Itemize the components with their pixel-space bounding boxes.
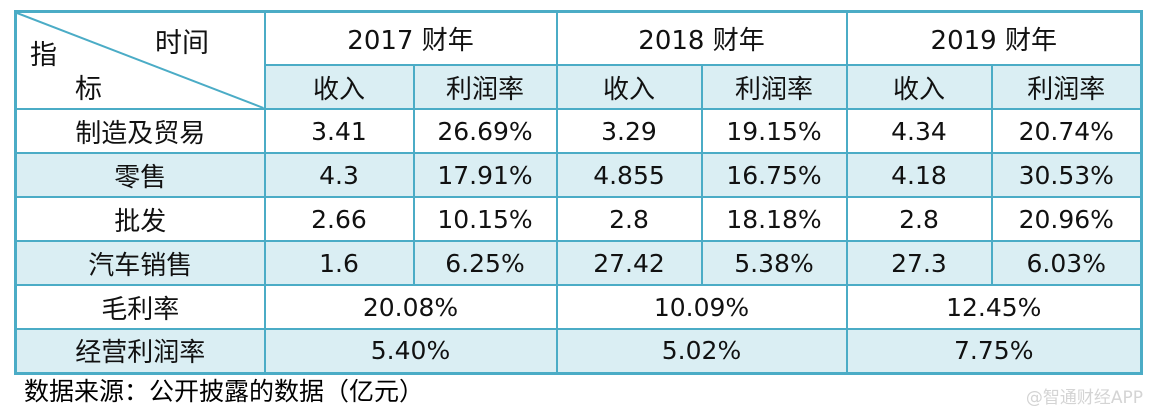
row-label: 批发 (14, 196, 266, 242)
summary-value: 10.09% (555, 284, 848, 330)
cell-value: 2.66 (263, 196, 415, 242)
sub-header-margin-2018: 利润率 (700, 64, 848, 110)
table-row-manufacturing-trade: 制造及贸易 3.41 26.69% 3.29 19.15% 4.34 20.74… (14, 108, 1143, 154)
year-header-2018: 2018 财年 (555, 10, 848, 66)
cell-value: 18.18% (700, 196, 848, 242)
summary-value: 12.45% (845, 284, 1143, 330)
watermark: @智通财经APP (1025, 388, 1143, 408)
cell-value: 2.8 (555, 196, 703, 242)
year-header-2017: 2017 财年 (263, 10, 558, 66)
summary-value: 20.08% (263, 284, 558, 330)
table-row-auto-sales: 汽车销售 1.6 6.25% 27.42 5.38% 27.3 6.03% (14, 240, 1143, 286)
corner-indicator-char-bottom: 标 (75, 74, 102, 105)
cell-value: 27.3 (845, 240, 993, 286)
cell-value: 3.41 (263, 108, 415, 154)
summary-value: 5.02% (555, 328, 848, 374)
sub-header-margin-2017: 利润率 (412, 64, 558, 110)
diagonal-divider-line (17, 13, 264, 108)
cell-value: 6.03% (990, 240, 1143, 286)
row-label: 制造及贸易 (14, 108, 266, 154)
cell-value: 1.6 (263, 240, 415, 286)
row-label: 毛利率 (14, 284, 266, 330)
cell-value: 16.75% (700, 152, 848, 198)
corner-header-cell: 时间 指 标 (14, 10, 266, 110)
summary-value: 7.75% (845, 328, 1143, 374)
cell-value: 4.3 (263, 152, 415, 198)
cell-value: 19.15% (700, 108, 848, 154)
cell-value: 4.34 (845, 108, 993, 154)
corner-indicator-char-top: 指 (30, 40, 57, 71)
sub-header-revenue-2019: 收入 (845, 64, 993, 110)
summary-value: 5.40% (263, 328, 558, 374)
cell-value: 5.38% (700, 240, 848, 286)
cell-value: 6.25% (412, 240, 558, 286)
sub-header-revenue-2018: 收入 (555, 64, 703, 110)
data-source-note: 数据来源：公开披露的数据（亿元） (24, 377, 425, 406)
cell-value: 2.8 (845, 196, 993, 242)
cell-value: 4.855 (555, 152, 703, 198)
cell-value: 27.42 (555, 240, 703, 286)
row-label: 经营利润率 (14, 328, 266, 374)
sub-header-margin-2019: 利润率 (990, 64, 1143, 110)
cell-value: 4.18 (845, 152, 993, 198)
row-label: 汽车销售 (14, 240, 266, 286)
cell-value: 17.91% (412, 152, 558, 198)
year-header-2019: 2019 财年 (845, 10, 1143, 66)
table-row-operating-margin: 经营利润率 5.40% 5.02% 7.75% (14, 328, 1143, 374)
table-row-retail: 零售 4.3 17.91% 4.855 16.75% 4.18 30.53% (14, 152, 1143, 198)
row-label: 零售 (14, 152, 266, 198)
cell-value: 10.15% (412, 196, 558, 242)
year-header-row: 时间 指 标 2017 财年 2018 财年 2019 财年 (14, 10, 1143, 110)
cell-value: 26.69% (412, 108, 558, 154)
cell-value: 20.74% (990, 108, 1143, 154)
corner-time-label: 时间 (155, 28, 209, 59)
table-row-wholesale: 批发 2.66 10.15% 2.8 18.18% 2.8 20.96% (14, 196, 1143, 242)
cell-value: 30.53% (990, 152, 1143, 198)
table-row-gross-margin: 毛利率 20.08% 10.09% 12.45% (14, 284, 1143, 330)
financial-table: 时间 指 标 2017 财年 2018 财年 2019 财年 收入 利润率 收入… (14, 10, 1143, 375)
sub-header-row: 收入 利润率 收入 利润率 收入 利润率 (16, 64, 1143, 110)
sub-header-revenue-2017: 收入 (263, 64, 415, 110)
cell-value: 20.96% (990, 196, 1143, 242)
cell-value: 3.29 (555, 108, 703, 154)
